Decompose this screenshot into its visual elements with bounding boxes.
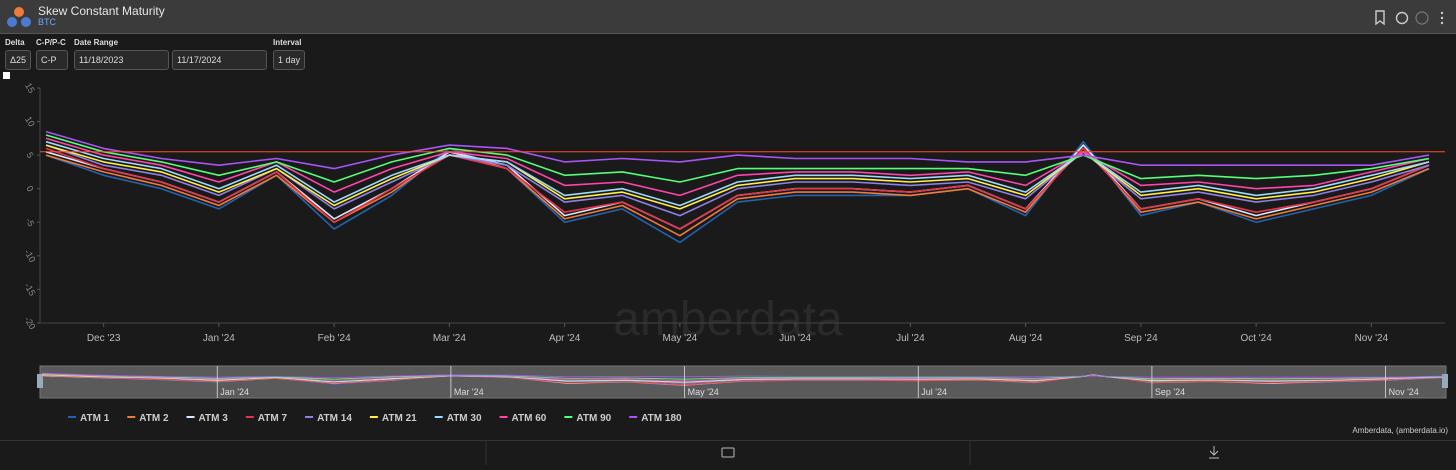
x-tick-label: Dec '23 bbox=[87, 333, 121, 344]
navigator-handle[interactable] bbox=[37, 374, 43, 388]
y-tick-label: 0 bbox=[24, 184, 35, 193]
navigator-label: Mar '24 bbox=[454, 387, 484, 397]
x-tick-label: Jan '24 bbox=[203, 333, 235, 344]
interval-control: Interval 1 day bbox=[273, 38, 306, 70]
legend-label[interactable]: ATM 90 bbox=[576, 413, 611, 424]
legend-label[interactable]: ATM 14 bbox=[317, 413, 352, 424]
legend-label[interactable]: ATM 180 bbox=[641, 413, 682, 424]
x-tick-label: Jun '24 bbox=[779, 333, 811, 344]
y-tick-label: 15 bbox=[23, 81, 37, 95]
navigator-handle[interactable] bbox=[1442, 374, 1448, 388]
toggle[interactable] bbox=[3, 72, 10, 79]
x-tick-label: Feb '24 bbox=[318, 333, 351, 344]
x-tick-label: Sep '24 bbox=[1124, 333, 1158, 344]
end-date[interactable]: 11/17/2024 bbox=[172, 50, 267, 70]
label: Date Range bbox=[74, 38, 119, 47]
navigator-line bbox=[41, 372, 1445, 378]
footer-icons bbox=[485, 441, 1219, 465]
series-line bbox=[45, 134, 1430, 183]
x-tick-label: May '24 bbox=[663, 333, 698, 344]
download-button[interactable] bbox=[1209, 446, 1219, 459]
navigator-label: Jan '24 bbox=[220, 387, 249, 397]
chart: amberdata 15 10 5 0 -5 -10 -15 -20 Dec '23 Jan '2… bbox=[3, 72, 1448, 424]
y-tick-label: -5 bbox=[24, 216, 37, 228]
select[interactable]: 1 day bbox=[273, 50, 306, 70]
footer: Amberdata, (amberdata.io) bbox=[0, 426, 1456, 465]
label: Interval bbox=[273, 38, 302, 47]
y-tick-label: -20 bbox=[22, 315, 37, 331]
label: C-P/P-C bbox=[36, 38, 66, 47]
start-date[interactable]: 11/18/2023 bbox=[74, 50, 169, 70]
credit: Amberdata, (amberdata.io) bbox=[1352, 426, 1448, 435]
series-line bbox=[45, 147, 1430, 230]
y-tick-label: 10 bbox=[23, 115, 37, 129]
legend-label[interactable]: ATM 3 bbox=[199, 413, 229, 424]
x-tick-label: Mar '24 bbox=[433, 333, 466, 344]
y-tick-label: 5 bbox=[24, 150, 35, 159]
x-tick-label: Jul '24 bbox=[896, 333, 925, 344]
series-line bbox=[45, 144, 1430, 210]
navigator-label: Nov '24 bbox=[1389, 387, 1419, 397]
header: Skew Constant Maturity BTC bbox=[0, 0, 1456, 34]
navigator-label: Sep '24 bbox=[1155, 387, 1185, 397]
legend-label[interactable]: ATM 30 bbox=[447, 413, 482, 424]
y-tick-label: -10 bbox=[22, 248, 37, 264]
legend-label[interactable]: ATM 7 bbox=[258, 413, 288, 424]
title: Skew Constant Maturity bbox=[38, 4, 165, 18]
x-tick-label: Nov '24 bbox=[1355, 333, 1389, 344]
x-tick-label: Oct '24 bbox=[1240, 333, 1272, 344]
x-tick-label: Aug '24 bbox=[1009, 333, 1043, 344]
navigator-label: Jul '24 bbox=[921, 387, 947, 397]
label: Delta bbox=[5, 38, 25, 47]
date-range-control: Date Range 11/18/2023 11/17/2024 bbox=[74, 38, 267, 70]
cp-control: C-P/P-C C-P bbox=[36, 38, 68, 70]
subtitle: BTC bbox=[38, 17, 56, 27]
select[interactable]: Δ25 bbox=[5, 50, 32, 70]
navigator-label: May '24 bbox=[688, 387, 719, 397]
logo bbox=[7, 7, 31, 27]
header-icons[interactable] bbox=[1372, 8, 1452, 28]
legend-label[interactable]: ATM 1 bbox=[80, 413, 110, 424]
delta-control: Delta Δ25 bbox=[5, 38, 32, 70]
select[interactable]: C-P bbox=[36, 50, 68, 70]
series-line bbox=[45, 144, 1430, 237]
y-tick-label: -15 bbox=[22, 281, 37, 297]
camera-button[interactable] bbox=[721, 447, 735, 458]
legend-label[interactable]: ATM 60 bbox=[512, 413, 547, 424]
legend-label[interactable]: ATM 2 bbox=[139, 413, 169, 424]
legend-label[interactable]: ATM 21 bbox=[382, 413, 417, 424]
watermark: amberdata bbox=[613, 293, 843, 346]
series-line bbox=[45, 130, 1430, 170]
x-tick-label: Apr '24 bbox=[549, 333, 581, 344]
series-line bbox=[45, 140, 1430, 207]
